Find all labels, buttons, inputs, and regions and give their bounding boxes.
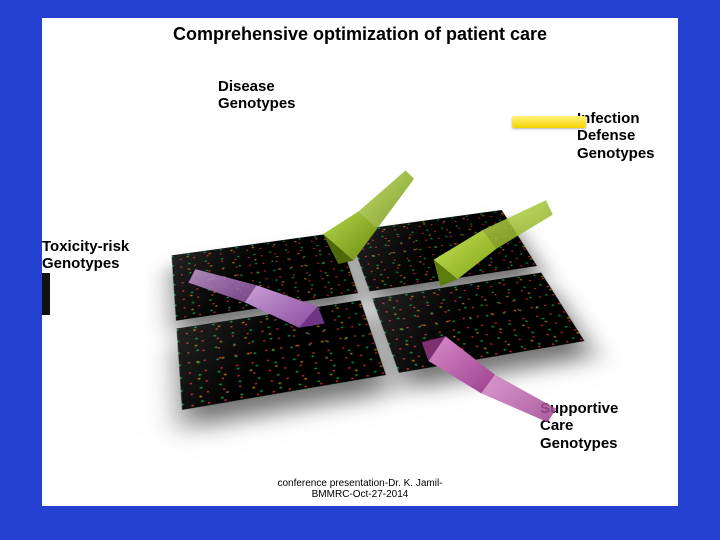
slide-background: Comprehensive optimization of patient ca… (0, 0, 720, 540)
microarray-quadrant-tl (172, 233, 358, 321)
microarray-quadrant-br (372, 272, 584, 372)
slide-title: Comprehensive optimization of patient ca… (42, 24, 678, 45)
slide-inner: Comprehensive optimization of patient ca… (42, 18, 678, 506)
microarray-diagram (180, 178, 550, 413)
side-accent (42, 273, 50, 315)
microarray-quadrant-bl (177, 300, 386, 410)
microarray-plane (172, 210, 585, 410)
yellow-highlight-bar (512, 116, 586, 128)
slide-footer: conference presentation-Dr. K. Jamil- BM… (42, 478, 678, 500)
label-toxicity: Toxicity-risk Genotypes (42, 238, 129, 273)
microarray-grid (172, 210, 585, 410)
label-disease: Disease Genotypes (218, 78, 296, 113)
label-supportive: Supportive Care Genotypes (540, 400, 618, 452)
label-infection: Infection Defense Genotypes (577, 110, 655, 162)
